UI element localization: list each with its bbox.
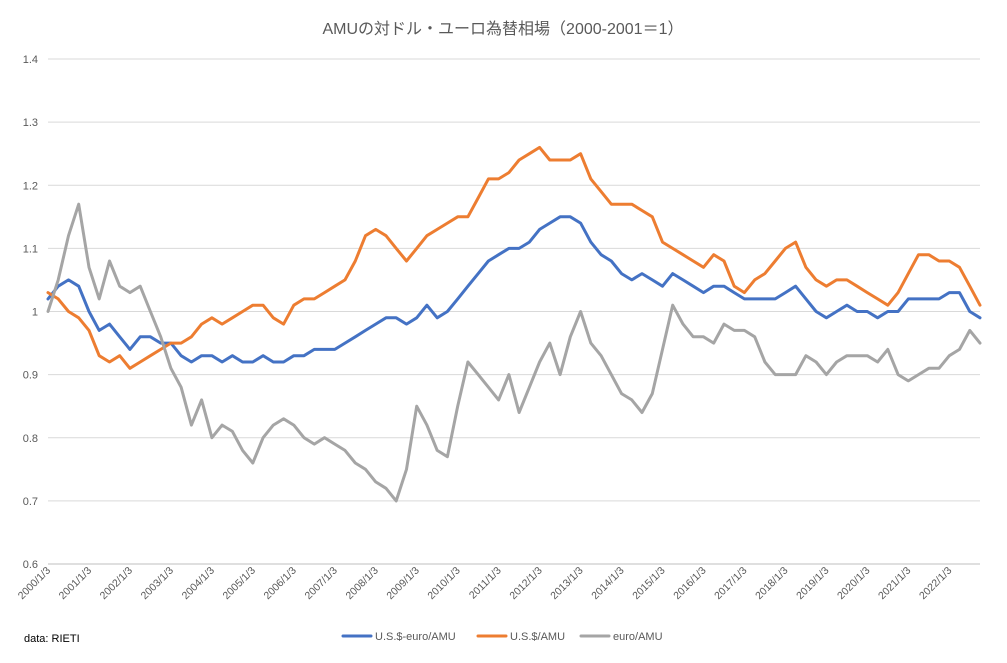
x-tick-label: 2013/1/3 bbox=[548, 565, 585, 602]
x-tick-label: 2012/1/3 bbox=[507, 565, 544, 602]
x-tick-label: 2018/1/3 bbox=[753, 565, 790, 602]
y-tick-label: 0.8 bbox=[23, 433, 38, 445]
legend-label: euro/AMU bbox=[613, 631, 663, 643]
legend-label: U.S.$-euro/AMU bbox=[375, 631, 456, 643]
x-tick-label: 2003/1/3 bbox=[139, 565, 176, 602]
y-tick-label: 1.1 bbox=[23, 243, 38, 255]
series-lines bbox=[46, 145, 982, 503]
y-tick-label: 1.3 bbox=[23, 117, 38, 129]
x-tick-label: 2006/1/3 bbox=[262, 565, 299, 602]
x-tick-label: 2007/1/3 bbox=[303, 565, 340, 602]
series-line-0 bbox=[46, 215, 982, 364]
x-tick-label: 2010/1/3 bbox=[425, 565, 462, 602]
y-tick-label: 1 bbox=[32, 307, 38, 319]
y-axis-ticks: 0.6 0.7 0.8 0.9 1 1.1 1.2 1.3 1.4 bbox=[23, 54, 38, 571]
source-note: data: RIETI bbox=[24, 633, 80, 645]
y-tick-label: 1.2 bbox=[23, 180, 38, 192]
y-tick-label: 1.4 bbox=[23, 54, 38, 66]
y-tick-label: 0.7 bbox=[23, 496, 38, 508]
x-tick-label: 2002/1/3 bbox=[98, 565, 135, 602]
x-tick-label: 2022/1/3 bbox=[917, 565, 954, 602]
x-tick-label: 2021/1/3 bbox=[876, 565, 913, 602]
x-tick-label: 2004/1/3 bbox=[180, 565, 217, 602]
chart-title: AMUの対ドル・ユーロ為替相場（2000-2001＝1） bbox=[323, 20, 684, 38]
x-tick-label: 2009/1/3 bbox=[384, 565, 421, 602]
y-tick-label: 0.6 bbox=[23, 559, 38, 571]
x-tick-label: 2017/1/3 bbox=[712, 565, 749, 602]
x-tick-label: 2019/1/3 bbox=[794, 565, 831, 602]
x-axis-ticks: 2000/1/3 2001/1/3 2002/1/3 2003/1/3 2004/1/3… bbox=[16, 565, 955, 603]
x-tick-label: 2016/1/3 bbox=[671, 565, 708, 602]
series-line-2 bbox=[46, 202, 982, 503]
x-tick-label: 2015/1/3 bbox=[630, 565, 667, 602]
x-tick-label: 2020/1/3 bbox=[835, 565, 872, 602]
x-tick-label: 2005/1/3 bbox=[221, 565, 258, 602]
legend: U.S.$-euro/AMU U.S.$/AMU euro/AMU bbox=[341, 631, 663, 643]
x-tick-label: 2014/1/3 bbox=[589, 565, 626, 602]
legend-label: U.S.$/AMU bbox=[510, 631, 565, 643]
x-tick-label: 2008/1/3 bbox=[343, 565, 380, 602]
x-tick-label: 2011/1/3 bbox=[467, 565, 504, 602]
x-tick-label: 2001/1/3 bbox=[57, 565, 94, 602]
series-line-1 bbox=[46, 145, 982, 370]
y-tick-label: 0.9 bbox=[23, 370, 38, 382]
